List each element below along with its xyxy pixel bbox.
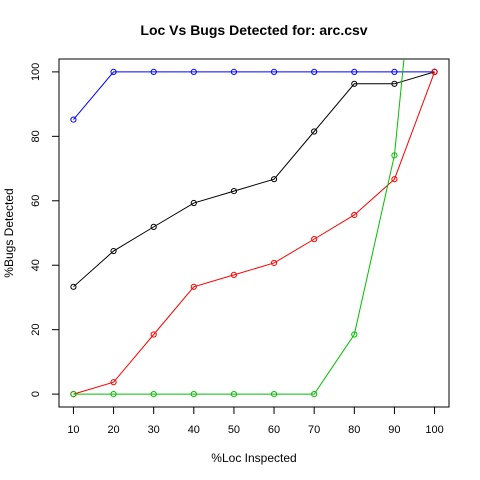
y-tick-label: 100 (30, 63, 42, 81)
x-tick-label: 90 (388, 424, 400, 436)
series-line (73, 71, 435, 120)
data-point (351, 211, 358, 219)
data-point (270, 68, 278, 75)
x-tick-label: 50 (228, 424, 240, 436)
data-point (190, 68, 197, 75)
y-axis: 0 20 40 60 80 100 (30, 63, 59, 397)
data-point (230, 271, 238, 278)
data-point (110, 247, 117, 255)
data-point (110, 379, 117, 386)
data-point (270, 259, 278, 267)
data-point (230, 391, 238, 398)
x-tick-label: 60 (268, 424, 280, 436)
y-tick-label: 60 (30, 195, 42, 207)
plot-frame (58, 58, 450, 408)
y-tick-label: 0 (30, 391, 42, 397)
data-point (70, 283, 77, 290)
data-point (311, 68, 318, 75)
y-tick-label: 80 (30, 130, 42, 142)
data-point (391, 176, 398, 183)
data-point (110, 68, 117, 75)
y-axis-label: %Bugs Detected (2, 188, 16, 277)
series-layer (70, 59, 438, 398)
data-point (150, 223, 157, 230)
x-tick-label: 80 (348, 424, 360, 436)
data-point (150, 391, 157, 398)
series-4 (70, 59, 405, 398)
series-2 (70, 68, 438, 290)
data-point (391, 68, 398, 75)
data-point (230, 188, 238, 195)
data-point (70, 391, 77, 398)
data-point (431, 68, 438, 75)
data-point (270, 176, 278, 183)
data-point (150, 68, 157, 75)
series-3 (70, 68, 438, 398)
series-line (73, 59, 405, 395)
x-axis: 10 20 30 40 50 60 70 80 90 100 (67, 407, 444, 436)
data-point (110, 391, 117, 398)
data-point (311, 391, 318, 398)
data-point (190, 283, 197, 290)
data-point (190, 199, 197, 207)
x-tick-label: 10 (67, 424, 79, 436)
data-point (391, 80, 398, 87)
data-point (391, 152, 398, 159)
data-point (351, 331, 358, 338)
series-1 (70, 68, 438, 123)
data-point (311, 236, 318, 243)
y-tick-label: 20 (30, 324, 42, 336)
x-tick-label: 20 (107, 424, 119, 436)
data-point (311, 128, 318, 135)
data-point (150, 331, 157, 338)
data-point (230, 68, 238, 75)
data-point (270, 391, 278, 398)
series-line (73, 71, 436, 395)
x-axis-label: %Loc Inspected (211, 451, 296, 465)
x-tick-label: 100 (425, 424, 443, 436)
series-line (73, 71, 435, 288)
data-point (351, 68, 358, 75)
data-point (351, 80, 358, 87)
x-tick-label: 70 (308, 424, 320, 436)
x-tick-label: 40 (188, 424, 200, 436)
x-tick-label: 30 (148, 424, 160, 436)
data-point (190, 391, 197, 398)
data-point (70, 116, 77, 123)
chart-title: Loc Vs Bugs Detected for: arc.csv (140, 22, 367, 38)
y-tick-label: 40 (30, 259, 42, 271)
